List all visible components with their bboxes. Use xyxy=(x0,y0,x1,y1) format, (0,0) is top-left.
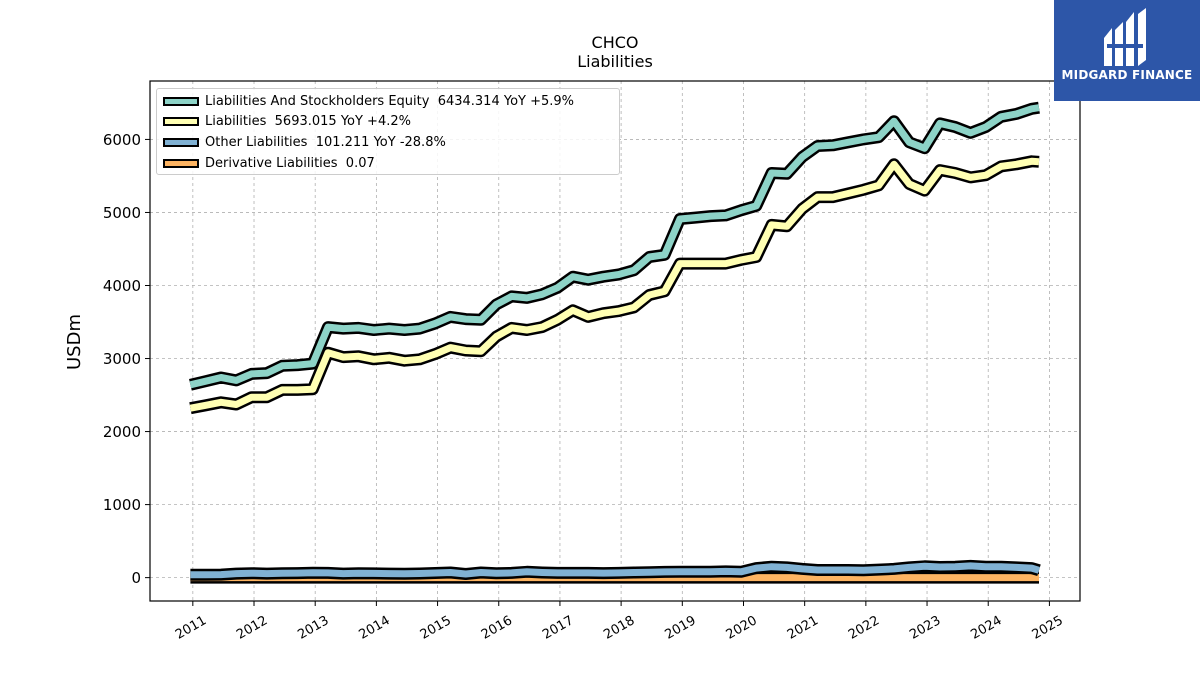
series-line xyxy=(190,562,1041,579)
x-tick-label: 2019 xyxy=(662,613,698,643)
y-tick-label: 3000 xyxy=(103,350,141,368)
legend-item: Other Liabilities 101.211 YoY -28.8% xyxy=(163,134,446,150)
chart-title: CHCO xyxy=(592,33,639,52)
x-tick-label: 2018 xyxy=(601,613,637,643)
legend-label: Liabilities 5693.015 YoY +4.2% xyxy=(205,113,411,129)
x-tick-label: 2024 xyxy=(968,613,1004,643)
legend: Liabilities And Stockholders Equity 6434… xyxy=(156,88,620,175)
y-tick-label: 1000 xyxy=(103,496,141,514)
x-tick-label: 2016 xyxy=(479,613,515,643)
x-tick-label: 2011 xyxy=(173,613,209,643)
x-tick-label: 2014 xyxy=(357,613,393,643)
chart-subtitle: Liabilities xyxy=(577,52,653,71)
x-tick-label: 2013 xyxy=(295,613,331,643)
x-tick-label: 2022 xyxy=(846,613,882,643)
series-line xyxy=(189,157,1040,412)
y-tick-label: 2000 xyxy=(103,423,141,441)
legend-swatch xyxy=(163,158,199,168)
legend-swatch xyxy=(163,137,199,147)
x-tick-label: 2025 xyxy=(1030,613,1066,643)
legend-item: Derivative Liabilities 0.07 xyxy=(163,155,375,171)
y-tick-label: 6000 xyxy=(103,131,141,149)
legend-swatch xyxy=(163,116,199,126)
plot-frame xyxy=(149,80,1081,602)
logo-text: MIDGARD FINANCE xyxy=(1061,68,1193,82)
series-line xyxy=(189,104,1040,389)
x-tick-label: 2023 xyxy=(907,613,943,643)
y-tick-label: 4000 xyxy=(103,277,141,295)
legend-item: Liabilities And Stockholders Equity 6434… xyxy=(163,93,574,109)
x-tick-label: 2020 xyxy=(724,613,760,643)
legend-label: Liabilities And Stockholders Equity 6434… xyxy=(205,93,575,109)
legend-label: Derivative Liabilities 0.07 xyxy=(205,155,375,171)
legend-swatch xyxy=(163,96,199,106)
series-lines xyxy=(189,101,1041,584)
legend-item: Liabilities 5693.015 YoY +4.2% xyxy=(163,113,411,129)
x-tick-label: 2015 xyxy=(418,613,454,643)
y-tick-label: 5000 xyxy=(103,204,141,222)
x-tick-label: 2021 xyxy=(785,613,821,643)
logo-mark-icon xyxy=(1104,8,1146,66)
brand-logo: MIDGARD FINANCE xyxy=(1054,0,1200,101)
legend-label: Other Liabilities 101.211 YoY -28.8% xyxy=(205,134,446,150)
y-tick-label: 0 xyxy=(131,569,141,587)
x-tick-label: 2012 xyxy=(234,613,270,643)
y-axis-label: USDm xyxy=(64,314,85,370)
x-tick-label: 2017 xyxy=(540,613,576,643)
